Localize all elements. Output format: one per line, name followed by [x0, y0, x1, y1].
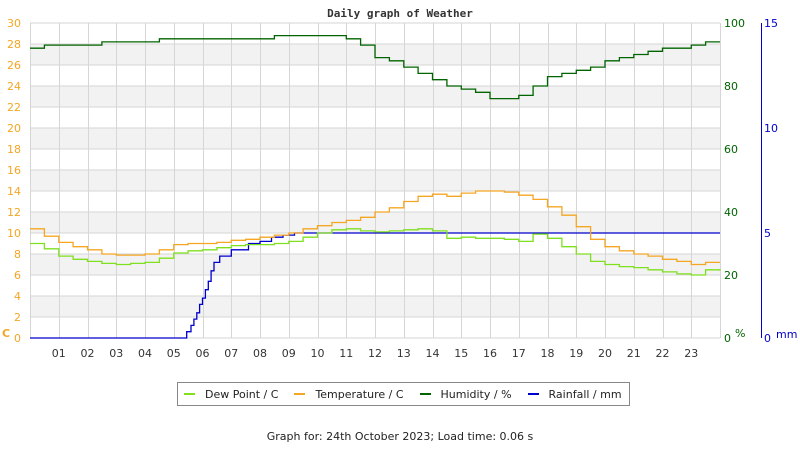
graph-footer: Graph for: 24th October 2023; Load time:…: [266, 430, 534, 443]
temperature-swatch-icon: [294, 393, 306, 395]
svg-text:2: 2: [14, 311, 21, 324]
svg-text:10: 10: [311, 347, 325, 360]
svg-text:07: 07: [224, 347, 238, 360]
legend-label: Dew Point / C: [205, 387, 279, 401]
svg-text:03: 03: [109, 347, 123, 360]
svg-text:40: 40: [724, 206, 738, 219]
svg-text:20: 20: [724, 269, 738, 282]
svg-text:15: 15: [454, 347, 468, 360]
svg-text:14: 14: [7, 185, 21, 198]
svg-text:14: 14: [426, 347, 440, 360]
svg-text:5: 5: [764, 227, 771, 240]
svg-text:28: 28: [7, 38, 21, 51]
legend-item-dew-point: Dew Point / C: [184, 388, 278, 401]
weather-chart: Daily graph of Weather 02468101214161820…: [2, 7, 797, 360]
svg-text:15: 15: [764, 17, 778, 30]
temperature-line: [30, 190, 720, 266]
svg-text:30: 30: [7, 17, 21, 30]
svg-text:6: 6: [14, 269, 21, 282]
svg-text:22: 22: [7, 101, 21, 114]
svg-text:23: 23: [684, 347, 698, 360]
svg-text:11: 11: [339, 347, 353, 360]
svg-text:19: 19: [569, 347, 583, 360]
svg-text:100: 100: [724, 17, 745, 30]
svg-text:4: 4: [14, 290, 21, 303]
svg-text:20: 20: [598, 347, 612, 360]
legend-label: Temperature / C: [315, 387, 404, 401]
svg-text:26: 26: [7, 59, 21, 72]
chart-title: Daily graph of Weather: [327, 7, 473, 20]
grid-lines: [30, 22, 721, 339]
svg-text:01: 01: [52, 347, 66, 360]
svg-text:18: 18: [7, 143, 21, 156]
legend-item-humidity: Humidity / %: [419, 387, 512, 401]
svg-text:12: 12: [368, 347, 382, 360]
humidity-line: [30, 34, 720, 100]
svg-text:0: 0: [764, 332, 771, 345]
svg-text:%: %: [735, 327, 745, 340]
svg-text:24: 24: [7, 80, 21, 93]
svg-text:10: 10: [7, 227, 21, 240]
legend: Dew Point / C Temperature / C Humidity /…: [177, 382, 630, 406]
svg-text:22: 22: [656, 347, 670, 360]
svg-text:10: 10: [764, 122, 778, 135]
legend-label: Humidity / %: [440, 387, 512, 401]
svg-text:13: 13: [397, 347, 411, 360]
data-series: [30, 34, 721, 339]
svg-text:09: 09: [282, 347, 296, 360]
legend-item-temperature: Temperature / C: [294, 387, 404, 401]
dew-point-swatch-icon: [184, 393, 195, 395]
svg-text:C: C: [2, 327, 10, 340]
svg-text:20: 20: [7, 122, 21, 135]
svg-text:04: 04: [138, 347, 152, 360]
svg-text:60: 60: [724, 143, 738, 156]
rainfall-axis: 0 5 10 15 mm: [761, 17, 797, 345]
hour-axis: 01 02 03 04 05 06 07 08 09 10 11 12 13 14 15 16 17 18 19 20…: [52, 347, 699, 360]
svg-text:mm: mm: [776, 328, 797, 341]
svg-text:16: 16: [7, 164, 21, 177]
humidity-axis: 0 20 40 60 80 100%: [724, 17, 745, 345]
svg-text:17: 17: [512, 347, 526, 360]
svg-text:08: 08: [253, 347, 267, 360]
humidity-swatch-icon: [419, 393, 431, 395]
dew-point-line: [30, 228, 721, 276]
svg-text:12: 12: [7, 206, 21, 219]
legend-label: Rainfall / mm: [548, 387, 622, 401]
svg-text:8: 8: [14, 248, 21, 261]
svg-text:0: 0: [724, 332, 731, 345]
legend-item-rainfall: Rainfall / mm: [527, 387, 622, 401]
svg-text:0: 0: [14, 332, 21, 345]
svg-text:05: 05: [167, 347, 181, 360]
rainfall-swatch-icon: [527, 393, 539, 395]
svg-text:21: 21: [627, 347, 641, 360]
svg-text:18: 18: [541, 347, 555, 360]
svg-text:16: 16: [483, 347, 497, 360]
svg-text:02: 02: [81, 347, 95, 360]
svg-text:80: 80: [724, 80, 738, 93]
rainfall-line: [30, 232, 720, 339]
svg-text:06: 06: [196, 347, 210, 360]
